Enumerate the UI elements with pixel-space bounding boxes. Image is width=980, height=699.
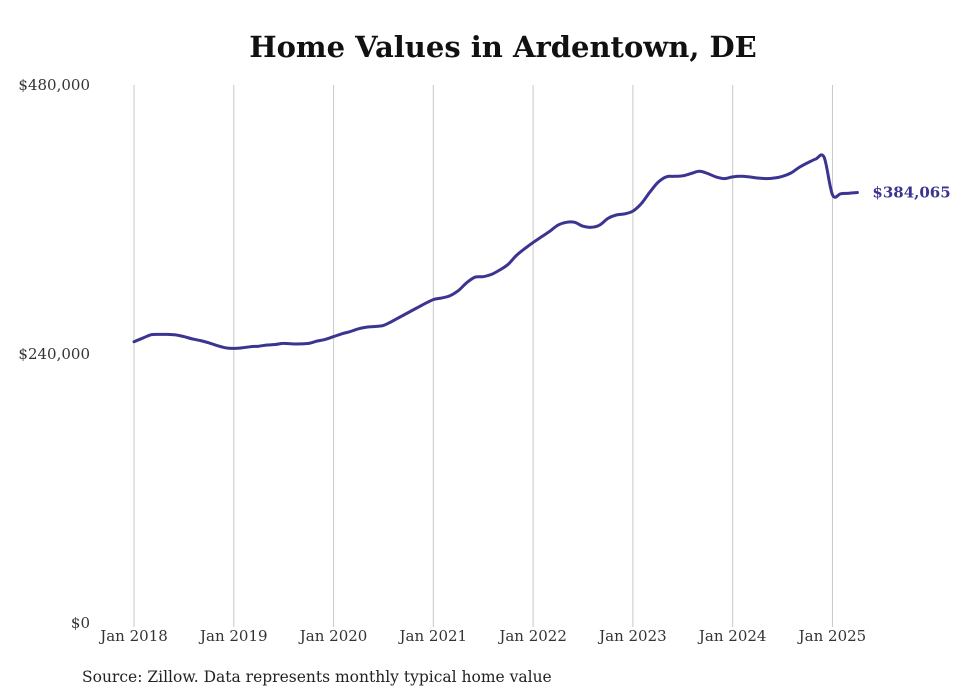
x-axis-tick-labels: Jan 2018 Jan 2019 Jan 2020 Jan 2021 Jan 2022… [98,627,866,645]
y-tick-label: $0 [71,614,90,632]
gridlines [133,85,833,627]
source-note: Source: Zillow. Data represents monthly … [82,668,552,686]
x-tick-label: Jan 2022 [497,627,567,645]
x-tick-label: Jan 2025 [797,627,867,645]
y-tick-label: $240,000 [18,345,90,363]
x-tick-label: Jan 2019 [198,627,268,645]
series-layer: $384,065 [132,153,951,350]
x-tick-label: Jan 2021 [398,627,468,645]
x-tick-label: Jan 2023 [597,627,667,645]
chart-title: Home Values in Ardentown, DE [249,30,757,64]
end-value-label: $384,065 [872,184,950,202]
y-tick-label: $480,000 [18,76,90,94]
x-tick-label: Jan 2024 [697,627,767,645]
x-tick-label: Jan 2018 [98,627,168,645]
y-axis-tick-labels: $0 $240,000 $480,000 [18,76,90,632]
x-tick-label: Jan 2020 [298,627,368,645]
series-line [132,153,859,350]
